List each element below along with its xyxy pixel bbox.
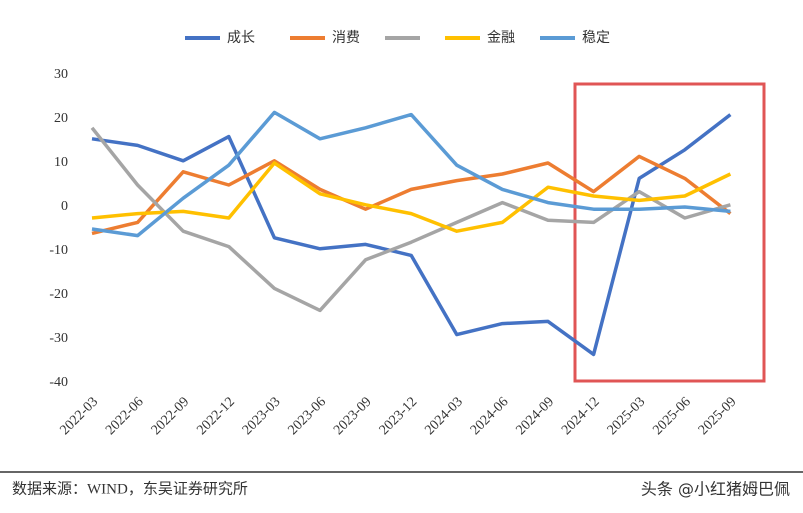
legend-label: 成长 — [227, 30, 255, 46]
legend-label: 消费 — [332, 30, 360, 46]
y-tick-label: 20 — [54, 111, 68, 126]
x-tick-label: 2023-12 — [377, 394, 421, 438]
highlight-box — [573, 82, 766, 383]
series-line — [91, 154, 732, 236]
y-tick-label: -30 — [49, 331, 68, 346]
x-tick-label: 2023-03 — [240, 394, 284, 438]
x-tick-label: 2022-12 — [194, 394, 238, 438]
x-tick-label: 2024-06 — [468, 394, 512, 438]
legend-label: 金融 — [487, 30, 515, 46]
x-tick-label: 2024-09 — [513, 394, 557, 438]
series-line — [91, 110, 731, 238]
series-line — [91, 161, 732, 233]
x-tick-label: 2024-03 — [422, 394, 466, 438]
x-tick-label: 2025-06 — [650, 394, 694, 438]
legend-label: 稳定 — [582, 30, 610, 46]
x-tick-label: 2023-06 — [285, 394, 329, 438]
y-tick-label: -20 — [49, 287, 68, 302]
x-tick-label: 2025-09 — [696, 394, 740, 438]
y-tick-label: -10 — [49, 243, 68, 258]
watermark: 头条 @小红猪姆巴佩 — [641, 480, 790, 499]
x-tick-label: 2024-12 — [559, 394, 603, 438]
x-tick-label: 2022-06 — [103, 394, 147, 438]
series-line — [90, 126, 731, 313]
x-tick-label: 2025-03 — [605, 394, 649, 438]
y-tick-label: -40 — [49, 375, 68, 390]
x-tick-label: 2022-09 — [149, 394, 193, 438]
series-line — [91, 113, 732, 357]
x-tick-label: 2022-03 — [57, 394, 101, 438]
source-note: 数据来源：WIND，东吴证券研究所 — [12, 480, 248, 497]
y-tick-label: 10 — [54, 155, 68, 170]
y-tick-label: 0 — [61, 199, 68, 214]
y-tick-label: 30 — [54, 67, 68, 82]
x-tick-label: 2023-09 — [331, 394, 375, 438]
